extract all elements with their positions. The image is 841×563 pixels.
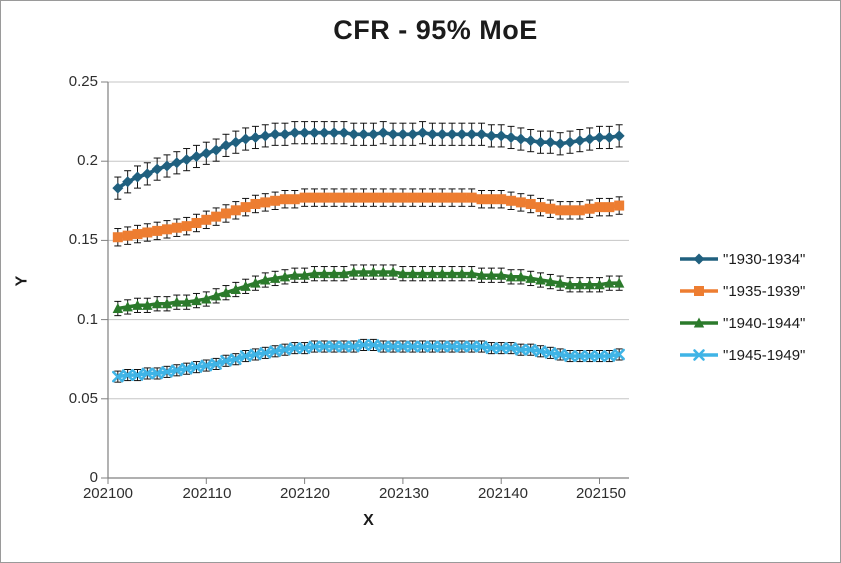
x-tick-label: 202110 — [182, 485, 232, 502]
y-tick-label: 0 — [89, 469, 98, 486]
x-axis-title: X — [363, 512, 374, 529]
legend-label: "1945-1949" — [723, 346, 806, 364]
y-tick-label: 0.05 — [68, 390, 98, 407]
x-tick-label: 202100 — [82, 485, 134, 502]
legend-marker-x-icon — [680, 349, 718, 361]
x-tick-label: 202150 — [575, 485, 627, 502]
legend-item-1945-1949: "1945-1949" — [677, 339, 805, 371]
legend-marker-square-icon — [680, 286, 718, 296]
y-tick-label: 0.15 — [68, 231, 98, 248]
series-1930-1934 — [112, 121, 625, 200]
legend-item-1940-1944: "1940-1944" — [677, 307, 805, 339]
series-1935-1939 — [112, 188, 625, 247]
x-tick-label: 202130 — [378, 485, 430, 502]
legend-marker-triangle-icon — [680, 317, 718, 328]
series-1945-1949 — [112, 338, 625, 383]
y-tick-label: 0.2 — [77, 152, 98, 169]
legend-label: "1940-1944" — [723, 314, 806, 332]
gridlines — [101, 81, 629, 479]
legend-marker-diamond-icon — [680, 253, 718, 265]
y-tick-label: 0.1 — [77, 311, 98, 328]
chart-title: CFR - 95% MoE — [333, 15, 538, 45]
y-tick-label: 0.25 — [68, 73, 98, 90]
axes — [107, 82, 629, 484]
series-1940-1944 — [112, 264, 625, 317]
x-tick-label: 202140 — [477, 485, 529, 502]
y-axis-title: Y — [13, 275, 31, 287]
legend: "1930-1934" "1935-1939" "1940-1944" "194… — [677, 243, 805, 371]
legend-label: "1930-1934" — [723, 250, 806, 268]
legend-item-1930-1934: "1930-1934" — [677, 243, 805, 275]
legend-label: "1935-1939" — [723, 282, 806, 300]
x-tick-label: 202120 — [279, 485, 331, 502]
legend-item-1935-1939: "1935-1939" — [677, 275, 805, 307]
